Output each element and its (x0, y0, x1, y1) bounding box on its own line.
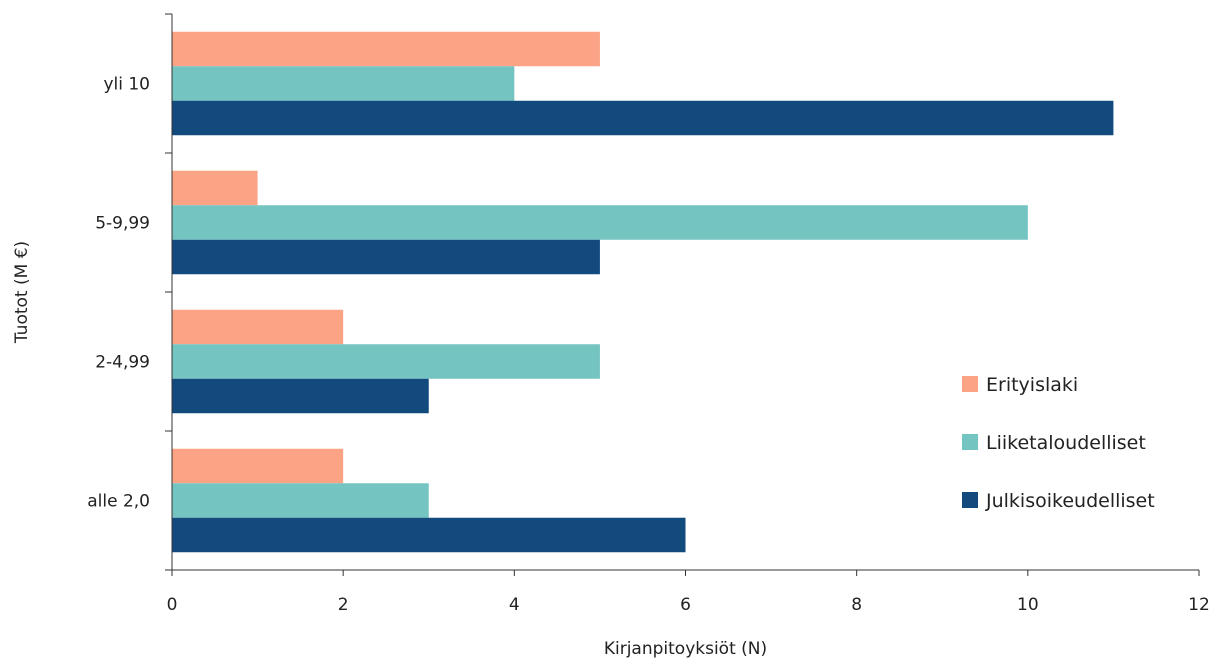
bar-liiketaloudelliset-3 (172, 66, 515, 101)
legend-swatch-erityislaki (962, 376, 978, 392)
legend-label-erityislaki: Erityislaki (986, 374, 1078, 396)
x-ticks-group: 0 2 4 6 8 10 12 (167, 570, 1210, 615)
y-ticks-group: alle 2,0 2-4,99 5-9,99 yli 10 (87, 13, 172, 571)
bar-julkisoikeudelliset-3 (172, 100, 1114, 136)
bar-erityislaki-3 (172, 31, 600, 67)
y-tick-label: 2-4,99 (95, 353, 150, 373)
x-tick-label: 4 (509, 595, 520, 615)
x-tick-label: 10 (1017, 595, 1039, 615)
legend-label-julkisoikeudelliset: Julkisoikeudelliset (985, 490, 1155, 512)
x-tick-label: 12 (1188, 595, 1210, 615)
y-tick-label: yli 10 (103, 75, 150, 95)
bar-liiketaloudelliset-0 (172, 483, 429, 518)
bar-julkisoikeudelliset-0 (172, 517, 686, 553)
bar-julkisoikeudelliset-1 (172, 378, 429, 414)
y-tick-label: alle 2,0 (87, 492, 150, 512)
legend-label-liiketaloudelliset: Liiketaloudelliset (986, 432, 1146, 454)
bar-erityislaki-2 (172, 170, 258, 206)
x-tick-label: 6 (680, 595, 691, 615)
y-axis-title: Tuotot (M €) (12, 241, 32, 344)
x-tick-label: 0 (167, 595, 178, 615)
y-tick-label: 5-9,99 (95, 214, 150, 234)
bar-liiketaloudelliset-2 (172, 205, 1028, 240)
bar-liiketaloudelliset-1 (172, 344, 600, 379)
legend: Erityislaki Liiketaloudelliset Julkisoikeu… (962, 374, 1155, 512)
x-tick-label: 8 (851, 595, 862, 615)
legend-swatch-liiketaloudelliset (962, 434, 978, 450)
bar-julkisoikeudelliset-2 (172, 239, 600, 275)
x-tick-label: 2 (338, 595, 349, 615)
bar-erityislaki-0 (172, 448, 344, 484)
bars-group (172, 31, 1114, 553)
x-axis-title: Kirjanpitoyksiöt (N) (604, 639, 767, 659)
legend-swatch-julkisoikeudelliset (962, 492, 978, 508)
bar-erityislaki-1 (172, 309, 344, 345)
